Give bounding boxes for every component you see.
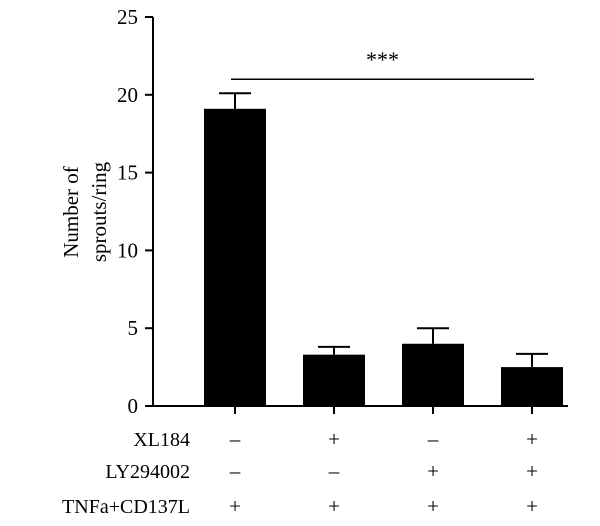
condition-mark: – (328, 459, 340, 483)
y-tick-label: 0 (128, 394, 139, 418)
bar (402, 343, 464, 406)
y-axis-title: Number of sprouts/ring (59, 161, 111, 262)
condition-mark: + (526, 427, 538, 451)
bar (501, 367, 563, 406)
bars (204, 108, 563, 406)
y-tick-label: 5 (128, 316, 139, 340)
condition-mark: + (328, 494, 340, 518)
significance-stars: *** (366, 47, 399, 72)
condition-mark: + (526, 494, 538, 518)
condition-mark: – (229, 427, 241, 451)
error-bars (219, 92, 548, 368)
condition-label: XL184 (133, 429, 190, 451)
condition-mark: + (427, 459, 439, 483)
condition-mark: + (229, 494, 241, 518)
condition-mark: – (229, 459, 241, 483)
y-axis-title-group: Number of sprouts/ring (59, 161, 111, 262)
bar (303, 354, 365, 406)
significance-annotation: *** (231, 47, 534, 80)
condition-mark: – (427, 427, 439, 451)
condition-label: LY294002 (105, 461, 190, 483)
y-tick-label: 15 (117, 161, 138, 185)
y-tick-label: 20 (117, 83, 138, 107)
condition-mark: + (328, 427, 340, 451)
condition-table: XL184 – + – + LY294002 – – + + TNFa+CD137L + + + + (62, 427, 538, 518)
y-tick-label: 10 (117, 238, 138, 262)
bar (204, 108, 266, 406)
condition-mark: + (526, 459, 538, 483)
y-axis-title-line: Number of (59, 166, 83, 258)
condition-label: TNFa+CD137L (62, 496, 190, 518)
y-axis-title-line: sprouts/ring (87, 161, 111, 262)
condition-mark: + (427, 494, 439, 518)
y-tick-label: 25 (117, 5, 138, 29)
